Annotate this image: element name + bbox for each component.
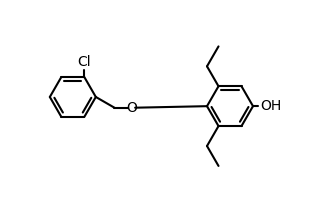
Text: OH: OH bbox=[260, 99, 281, 113]
Text: O: O bbox=[126, 101, 137, 115]
Text: Cl: Cl bbox=[78, 55, 91, 69]
